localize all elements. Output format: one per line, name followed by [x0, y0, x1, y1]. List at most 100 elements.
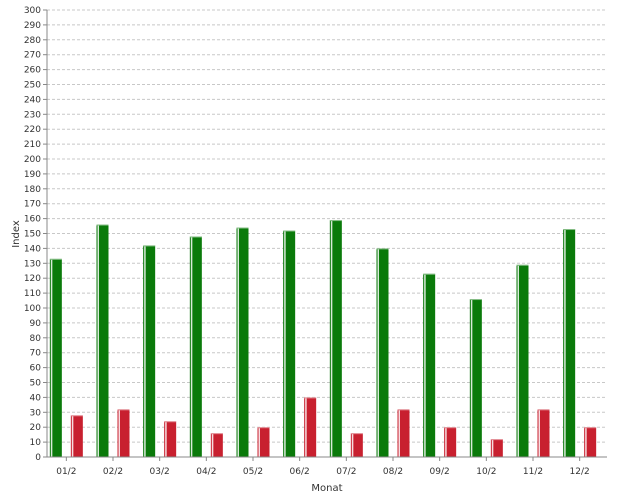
x-tick-label: 09/2	[430, 467, 450, 477]
bar-highlight	[538, 410, 540, 457]
x-tick-label: 03/2	[150, 467, 170, 477]
bar-fill	[304, 397, 317, 457]
y-tick-label: 300	[24, 6, 41, 16]
y-tick-label: 240	[24, 95, 41, 105]
bar-highlight	[398, 410, 400, 457]
bar-highlight	[491, 440, 494, 457]
y-tick-label: 290	[24, 21, 41, 31]
x-tick-label: 04/2	[196, 467, 216, 477]
bar-fill	[444, 427, 457, 457]
x-tick-label: 07/2	[336, 467, 356, 477]
x-tick-label: 12/2	[570, 467, 590, 477]
y-tick-label: 170	[24, 200, 41, 210]
bar-fill	[257, 427, 270, 457]
bar-fill	[70, 415, 83, 457]
bar-highlight	[445, 428, 447, 457]
bar-11-2-s1	[516, 264, 529, 457]
bar-highlight	[211, 434, 214, 457]
x-tick-label: 10/2	[476, 467, 496, 477]
bar-11-2-s2	[537, 409, 550, 457]
y-tick-label: 80	[30, 334, 42, 344]
y-tick-label: 100	[24, 304, 41, 314]
y-tick-label: 200	[24, 155, 41, 165]
bar-08-2-s2	[397, 409, 410, 457]
bar-10-2-s1	[469, 299, 482, 457]
x-tick-label: 06/2	[290, 467, 310, 477]
bar-highlight	[165, 422, 167, 457]
bar-04-2-s1	[189, 236, 202, 457]
bar-fill	[164, 421, 177, 457]
bar-07-2-s2	[350, 433, 363, 457]
bar-highlight	[50, 259, 53, 457]
x-tick-label: 02/2	[103, 467, 123, 477]
y-tick-label: 10	[30, 438, 42, 448]
y-tick-label: 70	[30, 349, 42, 359]
bar-02-2-s2	[117, 409, 130, 457]
bar-fill	[350, 433, 363, 457]
bar-01-2-s2	[70, 415, 83, 457]
y-tick-label: 20	[30, 423, 42, 433]
bar-12-2-s2	[584, 427, 597, 457]
bar-fill	[329, 220, 342, 457]
bar-08-2-s1	[376, 248, 389, 457]
bar-highlight	[258, 428, 260, 457]
bar-05-2-s2	[257, 427, 270, 457]
bar-fill	[117, 409, 130, 457]
y-tick-label: 130	[24, 259, 41, 269]
bar-highlight	[71, 416, 74, 457]
bar-03-2-s2	[164, 421, 177, 457]
x-tick-label: 11/2	[523, 467, 543, 477]
bar-highlight	[118, 410, 120, 457]
bar-fill	[516, 264, 529, 457]
bar-highlight	[144, 246, 146, 457]
bar-highlight	[424, 274, 426, 457]
bar-highlight	[97, 225, 99, 457]
y-tick-label: 250	[24, 81, 41, 91]
bar-highlight	[284, 231, 286, 457]
x-tick-label: 08/2	[383, 467, 403, 477]
bar-fill	[143, 245, 156, 457]
bar-02-2-s1	[96, 224, 109, 457]
bar-fill	[537, 409, 550, 457]
bar-fill	[236, 227, 249, 457]
bar-fill	[469, 299, 482, 457]
bars	[49, 220, 597, 457]
y-tick-label: 210	[24, 140, 41, 150]
bar-07-2-s1	[329, 220, 342, 457]
x-tick-label: 01/2	[56, 467, 76, 477]
bar-05-2-s1	[236, 227, 249, 457]
y-tick-label: 180	[24, 185, 41, 195]
bar-09-2-s1	[423, 273, 436, 457]
y-tick-label: 260	[24, 66, 41, 76]
bar-10-2-s2	[490, 439, 503, 457]
bar-fill	[563, 229, 576, 457]
bar-fill	[490, 439, 503, 457]
bar-fill	[376, 248, 389, 457]
bar-06-2-s2	[304, 397, 317, 457]
bar-fill	[210, 433, 223, 457]
bar-fill	[49, 258, 62, 457]
bar-12-2-s1	[563, 229, 576, 457]
axes: 0 10 20 30 40 50 60 70 80 90 100 110 120 130 140 150 160…	[24, 6, 607, 477]
x-axis-title: Monat	[311, 483, 342, 494]
y-tick-label: 230	[24, 110, 41, 120]
y-tick-label: 90	[30, 319, 42, 329]
y-tick-label: 160	[24, 215, 41, 225]
x-tick-label: 05/2	[243, 467, 263, 477]
bar-highlight	[190, 237, 193, 457]
y-tick-label: 50	[30, 379, 42, 389]
bar-highlight	[470, 300, 473, 457]
y-tick-label: 150	[24, 230, 41, 240]
y-tick-label: 270	[24, 51, 41, 61]
y-tick-label: 0	[35, 453, 41, 463]
bar-highlight	[305, 398, 307, 457]
bar-fill	[189, 236, 202, 457]
y-tick-label: 30	[30, 408, 42, 418]
bar-fill	[283, 230, 296, 457]
y-tick-label: 120	[24, 274, 41, 284]
y-tick-label: 60	[30, 364, 42, 374]
bar-06-2-s1	[283, 230, 296, 457]
y-tick-label: 280	[24, 36, 41, 46]
